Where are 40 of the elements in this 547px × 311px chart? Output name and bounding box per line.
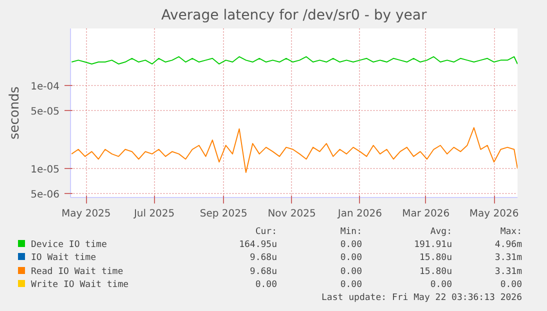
- line-series: [71, 127, 518, 173]
- text: 15.80u: [418, 252, 452, 265]
- y-axis-title: seconds: [8, 86, 23, 140]
- legend-label: Write IO Wait time: [30, 279, 130, 292]
- text: 0.00: [429, 279, 452, 292]
- text: 9.68u: [248, 266, 277, 278]
- x-tick-label: Jul 2025: [132, 208, 175, 220]
- y-tick-label: 1e-04: [30, 81, 60, 92]
- x-tick-label: May 2026: [469, 208, 519, 220]
- text: 0.00: [339, 279, 362, 292]
- chart-title: Average latency for /dev/sr0 - by year: [161, 8, 427, 24]
- text: Min:: [339, 227, 362, 238]
- y-tick-label: 1e-05: [30, 164, 60, 176]
- text: 9.68u: [248, 252, 277, 265]
- text: 3.31m: [494, 252, 522, 265]
- text: 0.00: [339, 238, 362, 252]
- text: 191.91u: [413, 238, 452, 252]
- text: Last update: Fri May 22 03:36:13 2026: [320, 292, 522, 304]
- y-tick-label: 5e-06: [30, 190, 60, 201]
- line-series: [71, 56, 518, 64]
- text: 0.00: [499, 279, 522, 292]
- text: 164.95u: [238, 238, 277, 252]
- text: 15.80u: [418, 266, 452, 278]
- text: 4.96m: [494, 238, 522, 252]
- x-tick-label: Jan 2026: [336, 208, 382, 220]
- x-tick-label: Nov 2025: [268, 208, 316, 220]
- legend-label: Device IO time: [30, 238, 108, 252]
- x-tick-label: Mar 2026: [402, 208, 450, 220]
- text: 3.31m: [494, 266, 522, 278]
- y-tick-label: 5e-05: [30, 106, 60, 118]
- x-tick-label: Sep 2025: [200, 208, 248, 220]
- legend-label: Read IO Wait time: [30, 266, 124, 278]
- text: 0.00: [339, 266, 362, 278]
- x-tick-label: May 2025: [61, 208, 111, 220]
- text: Avg:: [429, 227, 452, 238]
- text: Max:: [499, 227, 522, 238]
- text: Cur:: [254, 227, 277, 238]
- legend-label: IO Wait time: [30, 252, 98, 265]
- text: 0.00: [339, 252, 362, 265]
- text: 0.00: [254, 279, 277, 292]
